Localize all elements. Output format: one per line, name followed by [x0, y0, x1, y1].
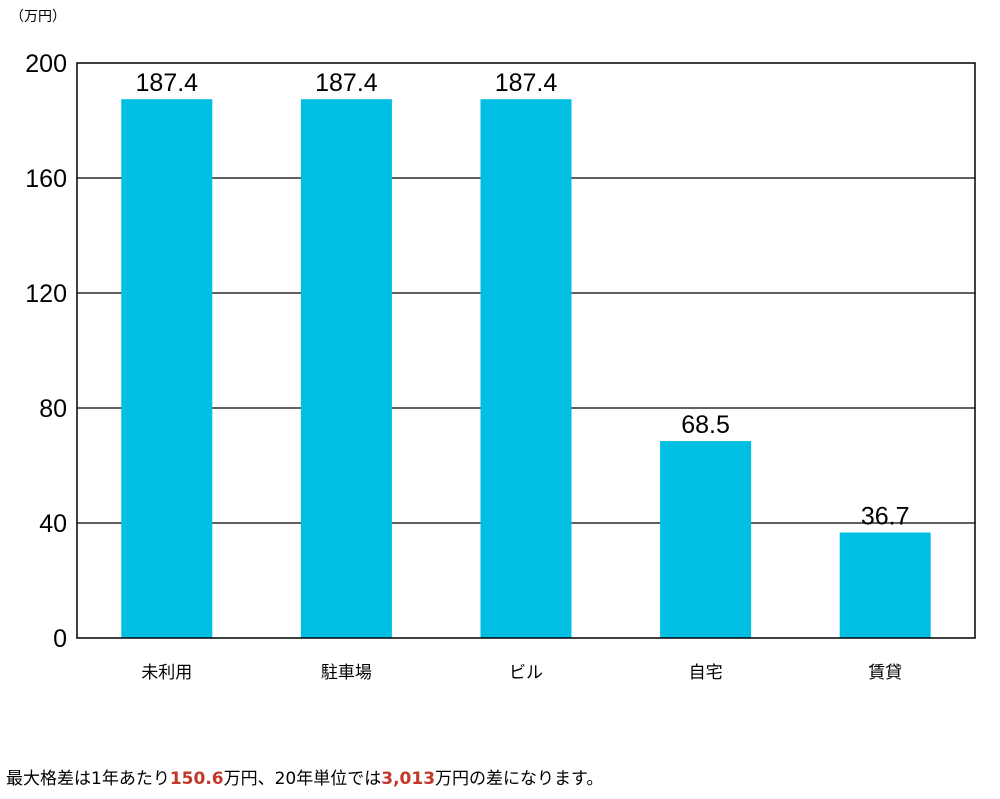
bar-2: [300, 99, 392, 639]
bar-3: [480, 99, 572, 639]
y-axis-unit-label: （万円）: [10, 9, 66, 25]
y-tick-label: 80: [39, 395, 67, 423]
x-tick-label-2: 駐車場: [321, 663, 372, 683]
data-label-1: 187.4: [136, 69, 199, 97]
caption-highlight-20year: 3,013: [381, 769, 436, 789]
caption-text-1: 最大格差は1年あたり: [6, 769, 170, 789]
data-label-4: 68.5: [681, 411, 730, 439]
x-tick-label-5: 賃貸: [868, 663, 902, 683]
bar-chart: 0 40 80 120 160 200 187.4 未利用 187.4 駐車場 187.4 ビル 68.…: [25, 50, 976, 683]
y-tick-label: 200: [25, 50, 67, 78]
caption-text-3: 万円の差になります。: [435, 769, 604, 789]
caption-text-2: 万円、20年単位では: [223, 769, 382, 789]
bar-5: [839, 532, 931, 638]
data-label-2: 187.4: [315, 69, 378, 97]
caption-highlight-yearly: 150.6: [169, 769, 224, 789]
bar-4: [660, 441, 752, 638]
summary-caption: 最大格差は1年あたり150.6万円、20年単位では3,013万円の差になります。: [6, 764, 603, 789]
y-tick-label: 0: [53, 625, 67, 653]
y-tick-label: 40: [39, 510, 67, 538]
x-tick-label-1: 未利用: [141, 663, 192, 683]
bar-1: [121, 99, 213, 639]
y-tick-label: 160: [25, 165, 67, 193]
x-tick-label-4: 自宅: [689, 663, 723, 683]
y-tick-label: 120: [25, 280, 67, 308]
plot-frame: [76, 62, 976, 639]
data-label-5: 36.7: [861, 502, 910, 530]
x-tick-label-3: ビル: [509, 663, 543, 683]
data-label-3: 187.4: [495, 69, 558, 97]
